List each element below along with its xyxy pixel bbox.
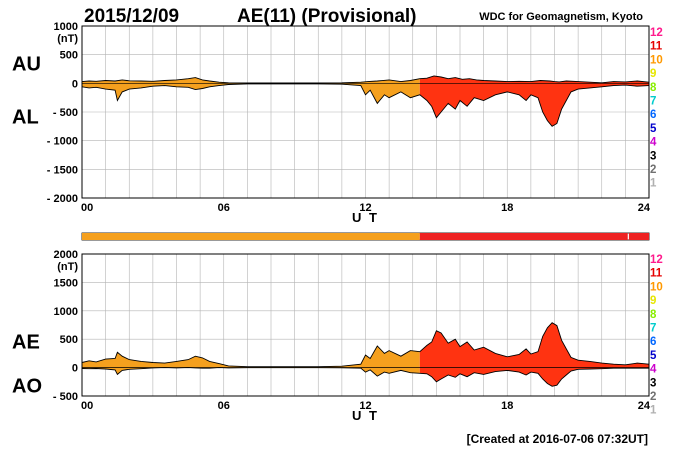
level-label: 3: [650, 377, 656, 389]
level-label: 10: [650, 54, 663, 66]
unit-label: (nT): [57, 33, 78, 45]
lower-index-label: AO: [12, 376, 42, 398]
x-tick-label: 00: [81, 202, 93, 214]
index-fill-area: [82, 346, 420, 377]
series-line-al: [81, 83, 650, 127]
y-tick-label: - 2000: [47, 193, 78, 205]
activity-segment: [82, 233, 420, 240]
date-title: 2015/12/09: [84, 6, 179, 27]
level-label: 1: [650, 178, 657, 190]
level-label: 9: [650, 295, 656, 307]
chart-title: AE(11) (Provisional): [237, 6, 417, 27]
data-source-label: WDC for Geomagnetism, Kyoto: [479, 11, 643, 23]
level-label: 7: [650, 96, 656, 108]
x-tick-label: 06: [218, 202, 230, 214]
grid-lines: [82, 25, 649, 199]
level-label: 9: [650, 68, 656, 80]
x-tick-label: 18: [501, 202, 513, 214]
level-label: 2: [650, 164, 656, 176]
grid-lines: [82, 253, 649, 397]
index-fill-area: [419, 322, 649, 387]
series-line-au: [81, 75, 650, 84]
level-label: 8: [650, 309, 657, 321]
level-label: 6: [650, 336, 656, 348]
level-label: 12: [650, 27, 663, 39]
x-axis-label: U T: [352, 210, 379, 225]
level-label: 11: [650, 41, 663, 53]
y-tick-label: 2000: [54, 249, 78, 261]
level-label: 4: [650, 137, 657, 149]
activity-segment: [419, 233, 628, 240]
x-tick-label: 12: [359, 400, 371, 412]
level-label: 5: [650, 123, 657, 135]
x-tick-label: 00: [81, 400, 93, 412]
series-line-ae: [81, 322, 650, 368]
y-tick-label: 0: [72, 363, 78, 375]
x-tick-label: 12: [359, 202, 371, 214]
au-al-panel: 1000 500 0 - 500 - 1000 - 1500 - 2000 (nT) 00 06 1…: [12, 21, 651, 225]
lower-index-label: AL: [12, 106, 39, 128]
level-label: 11: [650, 268, 663, 280]
x-tick-label: 24: [638, 202, 651, 214]
y-tick-label: - 500: [53, 107, 78, 119]
x-tick-label: 06: [218, 400, 230, 412]
level-label: 10: [650, 281, 663, 293]
level-label: 4: [650, 364, 657, 376]
ae-ao-panel: 2000 1500 1000 500 0 - 500 (nT) 00 06 12 18 24 U T AE…: [12, 249, 651, 423]
created-timestamp: [Created at 2016-07-06 07:32UT]: [467, 432, 648, 446]
plot-frame: [81, 253, 650, 397]
index-fill-area: [419, 75, 649, 127]
y-tick-label: 500: [60, 334, 78, 346]
level-label: 1: [650, 405, 657, 417]
y-tick-label: 1000: [54, 306, 78, 318]
level-label: 5: [650, 350, 657, 362]
y-tick-label: - 1500: [47, 164, 78, 176]
upper-index-label: AU: [12, 53, 41, 75]
x-axis-label: U T: [352, 408, 379, 423]
y-tick-label: - 1000: [47, 136, 78, 148]
level-label: 8: [650, 82, 657, 94]
y-tick-label: 1500: [54, 277, 78, 289]
level-label: 2: [650, 391, 656, 403]
x-tick-label: 18: [501, 400, 513, 412]
level-label: 12: [650, 254, 663, 266]
unit-label: (nT): [57, 261, 78, 273]
upper-index-label: AE: [12, 332, 40, 354]
y-tick-label: 500: [60, 50, 78, 62]
level-label: 7: [650, 323, 656, 335]
x-tick-label: 24: [638, 400, 651, 412]
level-label: 3: [650, 150, 656, 162]
level-label: 6: [650, 109, 656, 121]
y-tick-label: - 500: [53, 391, 78, 403]
plot-frame: [81, 25, 650, 199]
activity-segment: [628, 233, 649, 240]
y-tick-label: 1000: [54, 21, 78, 33]
y-tick-label: 0: [72, 78, 78, 90]
